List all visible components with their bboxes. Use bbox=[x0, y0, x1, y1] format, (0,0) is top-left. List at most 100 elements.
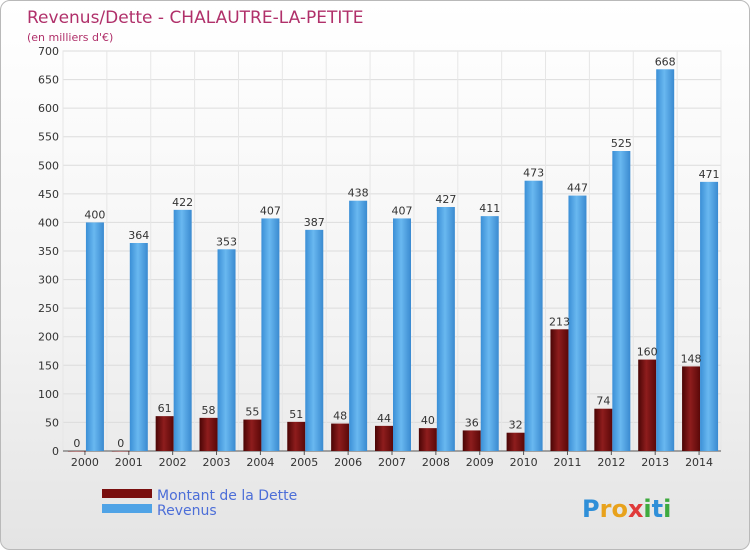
chart-title: Revenus/Dette - CHALAUTRE-LA-PETITE bbox=[27, 8, 364, 28]
bar-debt bbox=[155, 416, 174, 451]
logo-letter-7: i bbox=[663, 495, 671, 523]
data-label-revenus: 387 bbox=[304, 216, 325, 229]
x-tick-label: 2001 bbox=[115, 456, 143, 469]
x-tick-label: 2012 bbox=[597, 456, 625, 469]
y-tick-label: 200 bbox=[38, 331, 59, 344]
bar-debt bbox=[199, 417, 218, 451]
legend: Montant de la Dette Revenus bbox=[102, 488, 297, 519]
y-tick-label: 150 bbox=[38, 359, 59, 372]
bar-revenus bbox=[700, 181, 719, 451]
y-tick-label: 0 bbox=[52, 445, 59, 458]
logo-letter-4: x bbox=[628, 495, 644, 523]
data-label-revenus: 471 bbox=[699, 168, 720, 181]
x-tick-label: 2000 bbox=[71, 456, 99, 469]
bar-debt bbox=[287, 421, 306, 451]
data-label-debt: 55 bbox=[245, 406, 259, 419]
legend-label-revenus: Revenus bbox=[157, 503, 217, 519]
x-tick-label: 2004 bbox=[246, 456, 274, 469]
data-label-revenus: 407 bbox=[392, 204, 413, 217]
y-tick-label: 500 bbox=[38, 159, 59, 172]
data-label-debt: 36 bbox=[465, 416, 479, 429]
x-tick-label: 2006 bbox=[334, 456, 362, 469]
logo-letter-6: t bbox=[652, 495, 663, 523]
bar-revenus bbox=[173, 209, 192, 451]
bar-revenus bbox=[568, 195, 587, 451]
data-label-revenus: 353 bbox=[216, 235, 237, 248]
bar-revenus bbox=[393, 218, 411, 451]
bar-revenus bbox=[524, 180, 543, 451]
bar-debt bbox=[331, 423, 350, 451]
grid-layer bbox=[62, 50, 722, 452]
bar-debt bbox=[506, 432, 525, 451]
y-tick-label: 250 bbox=[38, 302, 59, 315]
data-label-debt: 74 bbox=[596, 395, 610, 408]
bar-debt bbox=[638, 359, 657, 451]
data-label-debt: 51 bbox=[289, 408, 303, 421]
bar-layer bbox=[67, 69, 719, 452]
data-label-revenus: 422 bbox=[172, 196, 193, 209]
x-tick-label: 2007 bbox=[378, 456, 406, 469]
data-label-debt: 0 bbox=[117, 437, 124, 450]
data-label-debt: 58 bbox=[202, 404, 216, 417]
x-tick-label: 2009 bbox=[466, 456, 494, 469]
data-label-debt: 160 bbox=[637, 346, 658, 359]
y-tick-label: 550 bbox=[38, 131, 59, 144]
logo-letter-5: i bbox=[643, 495, 651, 523]
bar-revenus bbox=[217, 249, 236, 451]
bar-debt bbox=[682, 366, 701, 451]
label-layer: 0 400 0 364 61 422 58 353 55 407 51 387 48 438 44 407 40… bbox=[73, 55, 719, 450]
x-tick-label: 2010 bbox=[510, 456, 538, 469]
bar-revenus bbox=[656, 69, 675, 452]
data-label-revenus: 447 bbox=[567, 182, 588, 195]
data-label-revenus: 400 bbox=[84, 208, 105, 221]
y-tick-label: 400 bbox=[38, 216, 59, 229]
data-label-debt: 44 bbox=[377, 412, 391, 425]
data-label-debt: 48 bbox=[333, 410, 347, 423]
logo-letter-2: r bbox=[600, 495, 612, 523]
data-label-revenus: 473 bbox=[523, 167, 544, 180]
data-label-revenus: 411 bbox=[479, 202, 500, 215]
data-label-revenus: 427 bbox=[435, 193, 456, 206]
data-label-revenus: 525 bbox=[611, 137, 632, 150]
bar-debt bbox=[462, 430, 481, 451]
bar-revenus bbox=[129, 243, 148, 451]
x-tick-label: 2005 bbox=[290, 456, 318, 469]
bar-revenus bbox=[436, 207, 455, 451]
bar-debt bbox=[111, 451, 130, 452]
legend-swatch-debt bbox=[102, 489, 152, 498]
bar-revenus bbox=[261, 218, 280, 451]
y-tick-label: 300 bbox=[38, 274, 59, 287]
bar-revenus bbox=[85, 222, 104, 451]
data-label-debt: 32 bbox=[509, 419, 523, 432]
x-tick-label: 2013 bbox=[641, 456, 669, 469]
logo-letter-1: P bbox=[582, 495, 600, 523]
chart-subtitle: (en milliers d'€) bbox=[27, 31, 113, 44]
data-label-revenus: 438 bbox=[348, 187, 369, 200]
bar-revenus bbox=[612, 151, 631, 451]
x-tick-label: 2002 bbox=[159, 456, 187, 469]
x-tick-label: 2011 bbox=[553, 456, 581, 469]
legend-label-debt: Montant de la Dette bbox=[157, 488, 297, 504]
y-tick-label: 100 bbox=[38, 388, 59, 401]
bar-revenus bbox=[349, 200, 368, 451]
data-label-debt: 213 bbox=[549, 315, 570, 328]
data-label-debt: 40 bbox=[421, 414, 435, 427]
bar-debt bbox=[594, 408, 613, 451]
y-tick-label: 450 bbox=[38, 188, 59, 201]
logo-letter-3: o bbox=[611, 495, 628, 523]
y-tick-label: 650 bbox=[38, 74, 59, 87]
data-label-debt: 148 bbox=[681, 352, 702, 365]
bar-revenus bbox=[480, 216, 499, 451]
y-tick-label: 50 bbox=[45, 416, 59, 429]
data-label-debt: 0 bbox=[73, 437, 80, 450]
x-tick-label: 2003 bbox=[203, 456, 231, 469]
bar-debt bbox=[67, 451, 86, 452]
x-tick-label: 2014 bbox=[685, 456, 713, 469]
bar-debt bbox=[418, 428, 437, 451]
y-tick-label: 600 bbox=[38, 102, 59, 115]
data-label-debt: 61 bbox=[158, 402, 172, 415]
data-label-revenus: 364 bbox=[128, 229, 149, 242]
proxiti-logo: Proxiti bbox=[582, 495, 671, 523]
